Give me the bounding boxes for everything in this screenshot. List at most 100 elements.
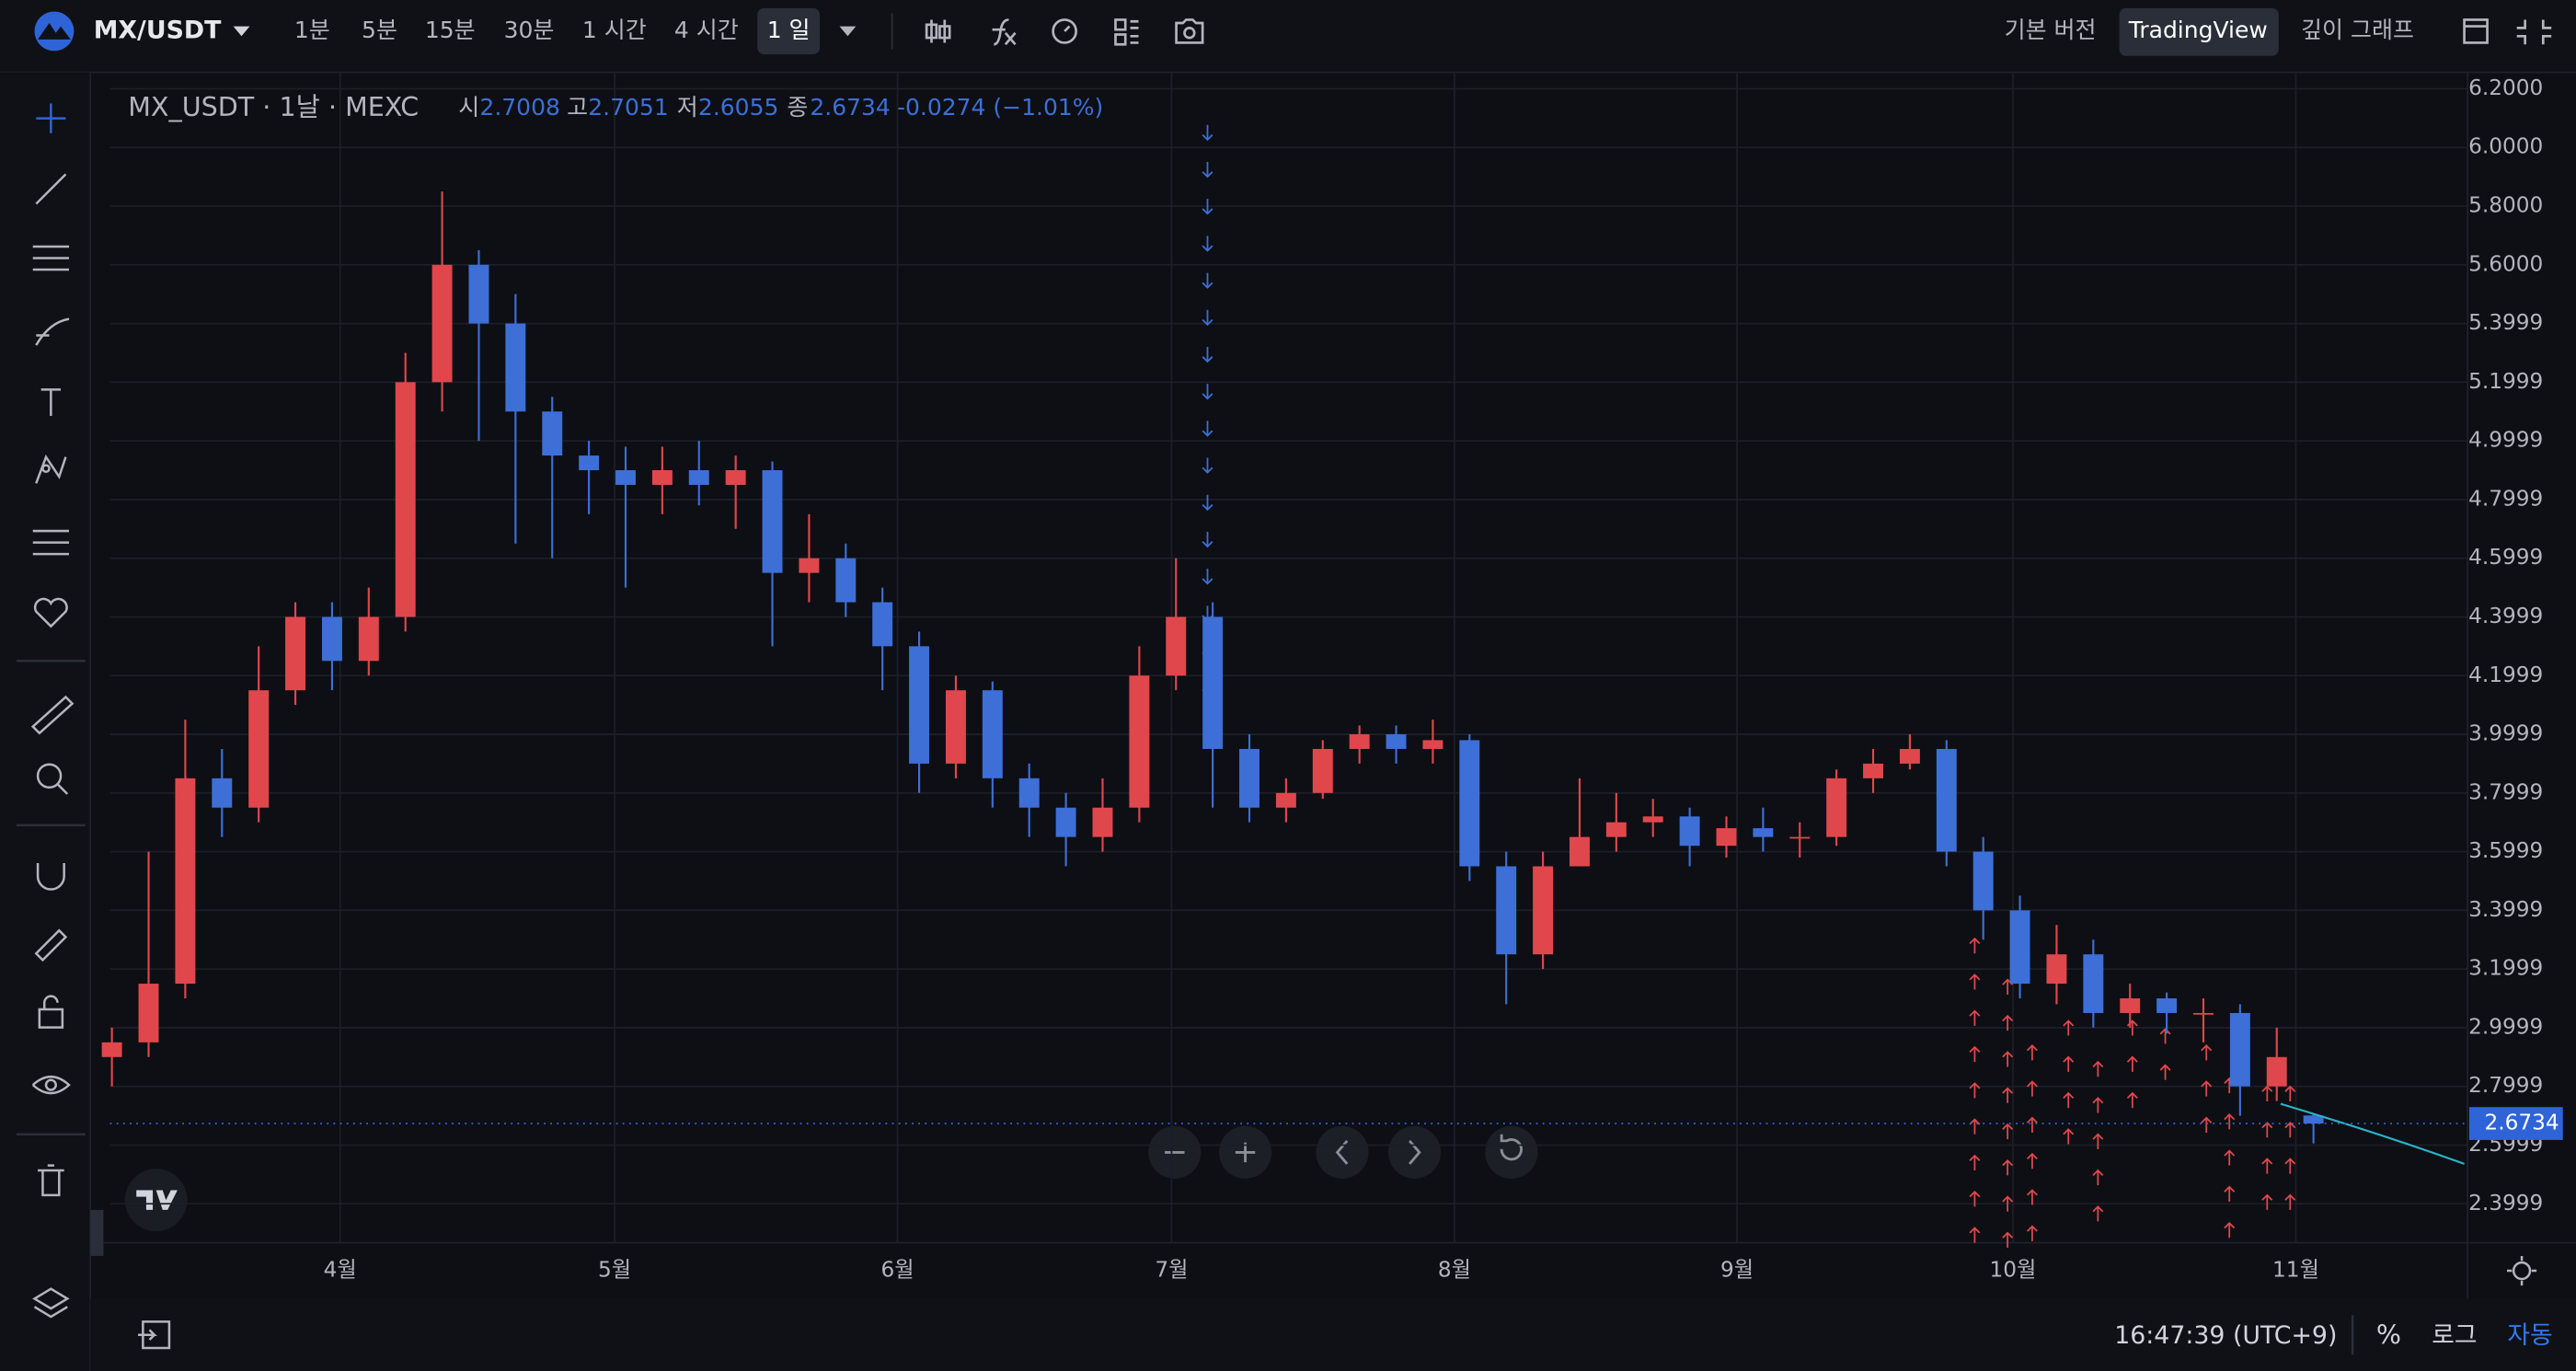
candle-body <box>2120 998 2141 1013</box>
interval[interactable]: 4 시간 <box>674 17 739 43</box>
view-selected-bg <box>2119 7 2279 56</box>
clock: 16:47:39 (UTC+9) <box>2114 1321 2337 1350</box>
signal-arrow <box>2284 1121 2296 1138</box>
signal-arrow <box>2002 1159 2014 1176</box>
candle-body <box>2266 1056 2287 1087</box>
interval[interactable]: 5분 <box>362 17 397 43</box>
y-tick-label: 5.1999 <box>2468 369 2543 394</box>
interval[interactable]: 1 일 <box>767 17 811 43</box>
view-option[interactable]: 기본 버전 <box>2005 17 2097 43</box>
x-tick-label: 9월 <box>1720 1258 1754 1283</box>
candle-body <box>1129 675 1150 808</box>
y-tick-label: 5.6000 <box>2468 251 2543 276</box>
candle-body <box>1569 836 1590 867</box>
candle-body <box>1972 851 1994 911</box>
candle-body <box>982 690 1003 778</box>
signal-arrow <box>2002 1195 2014 1212</box>
signal-arrow <box>1202 569 1213 585</box>
view-option[interactable]: TradingView <box>2128 17 2268 43</box>
x-tick-label: 4월 <box>324 1258 357 1283</box>
collapse-handle[interactable] <box>90 1209 104 1256</box>
candle-body <box>468 264 489 324</box>
projection <box>2280 1102 2465 1165</box>
symbol[interactable]: MX/USDT <box>94 16 222 44</box>
drawing-tools[interactable] <box>16 103 86 1319</box>
signal-arrow <box>2261 1193 2273 1210</box>
signal-arrow <box>2261 1085 2273 1102</box>
signal-arrow <box>2284 1158 2296 1174</box>
candle-body <box>762 470 783 573</box>
last-price-label: 2.6734 <box>2484 1111 2559 1135</box>
signal-arrow <box>1202 199 1213 215</box>
candle-body <box>1863 763 1884 778</box>
signal-arrow <box>2026 1043 2038 1061</box>
signal-arrow <box>2002 1231 2014 1249</box>
interval[interactable]: 1 시간 <box>582 17 647 43</box>
candle-body <box>1349 734 1370 749</box>
status-icons[interactable] <box>138 1255 2537 1355</box>
status-bar <box>90 1298 2576 1371</box>
candle-body <box>1239 748 1259 808</box>
candle-body <box>505 323 526 412</box>
x-tick-label: 8월 <box>1438 1258 1471 1283</box>
symbol-dropdown[interactable] <box>233 26 250 37</box>
signal-arrow <box>2261 1158 2273 1174</box>
percent-toggle[interactable]: % <box>2376 1319 2401 1350</box>
candle-body <box>579 455 600 471</box>
candle-body <box>1386 734 1407 749</box>
plot <box>101 72 2468 1249</box>
interval[interactable]: 30분 <box>504 17 555 43</box>
window-icons[interactable] <box>2463 18 2552 45</box>
signal-arrow <box>2002 1014 2014 1031</box>
interval[interactable]: 15분 <box>425 17 476 43</box>
candle-body <box>321 616 342 662</box>
signal-arrow <box>2063 1128 2075 1145</box>
signal-arrow <box>2201 1116 2213 1133</box>
ohlc-label: 저 <box>677 94 698 121</box>
candle-body <box>1312 748 1333 793</box>
y-tick-label: 5.3999 <box>2468 310 2543 335</box>
signal-arrow <box>2224 1185 2236 1202</box>
interval-dropdown[interactable] <box>839 26 857 37</box>
x-tick-label: 11월 <box>2272 1258 2319 1283</box>
candle-body <box>1899 748 1920 764</box>
nav-buttons[interactable] <box>1148 1125 1538 1179</box>
y-tick-label: 4.5999 <box>2468 545 2543 570</box>
candle-body <box>1679 816 1700 847</box>
candle-body <box>835 558 857 603</box>
y-tick-label: 6.0000 <box>2468 134 2543 159</box>
candle-body <box>431 264 453 383</box>
candle-body <box>2229 1012 2250 1087</box>
signal-arrow <box>2063 1020 2075 1036</box>
signal-arrow <box>2092 1060 2104 1077</box>
candle-body <box>2193 1012 2214 1015</box>
y-tick-label: 3.5999 <box>2468 838 2543 863</box>
y-tick-label: 3.3999 <box>2468 897 2543 922</box>
candle-body <box>1422 740 1443 749</box>
toolbar-icons[interactable] <box>925 18 1204 46</box>
signal-arrow <box>1969 937 1981 954</box>
signal-arrow <box>2126 1055 2138 1072</box>
signal-arrow <box>1969 1154 1981 1171</box>
signal-arrow <box>1969 1082 1981 1099</box>
candle-body <box>542 411 563 456</box>
candle-body <box>1826 778 1847 837</box>
auto-toggle[interactable]: 자동 <box>2507 1321 2552 1350</box>
candle-body <box>1166 616 1187 676</box>
view-option[interactable]: 깊이 그래프 <box>2301 17 2414 43</box>
signal-arrow <box>1202 421 1213 437</box>
y-tick-label: 3.9999 <box>2468 721 2543 746</box>
candle-body <box>395 382 416 617</box>
y-tick-label: 4.1999 <box>2468 662 2543 687</box>
candle-body <box>1092 807 1113 837</box>
signal-arrow <box>2159 1028 2171 1044</box>
signal-arrow <box>1969 974 1981 990</box>
signal-arrow <box>1969 1045 1981 1063</box>
log-toggle[interactable]: 로그 <box>2432 1321 2477 1350</box>
interval[interactable]: 1분 <box>294 17 330 43</box>
candle-body <box>909 646 930 764</box>
ohlc-label: 종 <box>787 94 808 121</box>
signal-arrow <box>1202 161 1213 179</box>
signal-arrow <box>2026 1152 2038 1169</box>
